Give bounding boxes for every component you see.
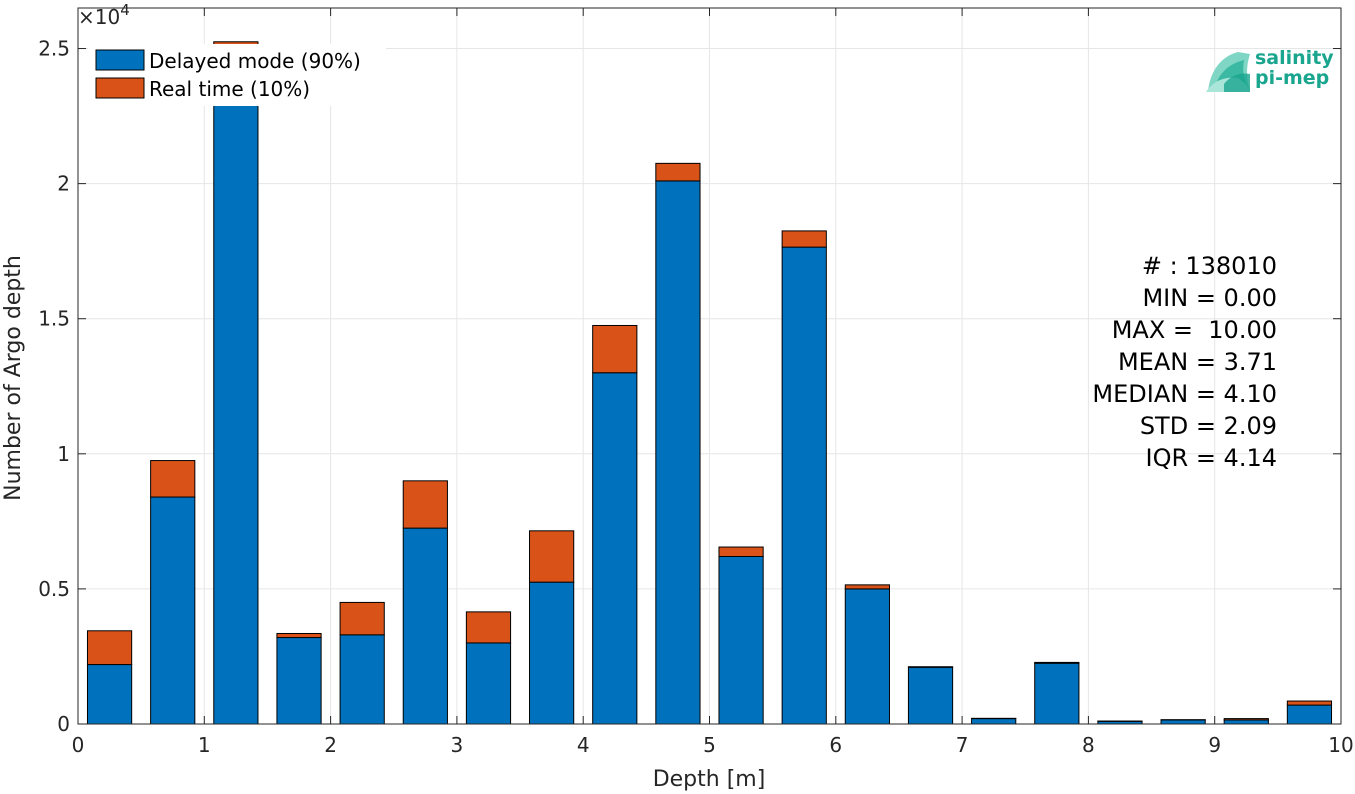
stat-std: STD = 2.09 — [1140, 412, 1277, 440]
bar-delayed-mode — [1160, 719, 1206, 725]
stat-median: MEDIAN = 4.10 — [1092, 380, 1277, 408]
bar-real-time — [465, 611, 512, 644]
logo-line1: salinity — [1255, 47, 1334, 69]
x-tick-label: 4 — [577, 733, 590, 757]
bar-delayed-mode — [150, 496, 196, 725]
bar-delayed-mode — [339, 634, 385, 725]
y-exponent-label: ×104 — [78, 1, 130, 29]
legend-label-delayed: Delayed mode (90%) — [149, 49, 361, 73]
bar-delayed-mode — [1034, 662, 1080, 725]
legend: Delayed mode (90%) Real time (10%) — [88, 44, 386, 106]
bar-real-time — [339, 601, 385, 636]
y-tick-label: 0 — [57, 712, 70, 736]
tick-labels: 0 1 2 3 4 5 6 7 8 9 10 0 0.5 1 1.5 2 2.5 — [38, 37, 1354, 757]
y-tick-label: 2.5 — [38, 37, 70, 61]
bar-delayed-mode — [1223, 719, 1269, 725]
bar-delayed-mode — [718, 555, 764, 725]
x-tick-label: 9 — [1208, 733, 1221, 757]
x-tick-label: 8 — [1082, 733, 1095, 757]
x-tick-label: 1 — [198, 733, 211, 757]
x-tick-label: 7 — [956, 733, 969, 757]
bar-delayed-mode — [971, 718, 1017, 725]
bar-delayed-mode — [465, 642, 512, 725]
bar-delayed-mode — [86, 664, 133, 725]
logo-wave-icon — [1206, 52, 1250, 92]
x-tick-label: 3 — [451, 733, 464, 757]
x-tick-label: 0 — [72, 733, 85, 757]
bar-real-time — [907, 666, 954, 668]
bar-real-time — [1223, 718, 1269, 721]
bar-real-time — [276, 632, 322, 639]
bar-delayed-mode — [592, 372, 638, 725]
stat-count: # : 138010 — [1142, 252, 1277, 280]
bar-real-time — [150, 460, 196, 498]
x-tick-label: 2 — [324, 733, 337, 757]
logo-line2: pi-mep — [1255, 67, 1329, 89]
bar-delayed-mode — [907, 666, 954, 725]
x-tick-label: 5 — [703, 733, 716, 757]
bar-real-time — [592, 324, 638, 374]
stat-min: MIN = 0.00 — [1142, 284, 1277, 312]
bar-real-time — [86, 630, 133, 666]
bar-real-time — [781, 230, 827, 248]
bar-delayed-mode — [781, 246, 827, 725]
y-tick-label: 2 — [57, 172, 70, 196]
y-tick-label: 0.5 — [38, 577, 70, 601]
bar-delayed-mode — [402, 527, 448, 725]
stat-iqr: IQR = 4.14 — [1146, 444, 1277, 472]
bar-real-time — [529, 530, 575, 583]
x-tick-label: 6 — [829, 733, 842, 757]
bar-delayed-mode — [1286, 704, 1333, 725]
bar-real-time — [844, 584, 890, 590]
y-tick-label: 1.5 — [38, 307, 70, 331]
bar-real-time — [402, 480, 448, 529]
stat-mean: MEAN = 3.71 — [1118, 348, 1277, 376]
x-tick-label: 10 — [1328, 733, 1353, 757]
bar-delayed-mode — [529, 581, 575, 725]
ticks — [77, 8, 1342, 725]
bar-real-time — [655, 162, 701, 182]
bar-delayed-mode — [655, 180, 701, 725]
bar-delayed-mode — [276, 637, 322, 725]
stats-box: # : 138010 MIN = 0.00 MAX = 10.00 MEAN =… — [1092, 252, 1277, 472]
bar-real-time — [1034, 661, 1080, 664]
legend-swatch-delayed — [95, 49, 145, 71]
y-tick-label: 1 — [57, 442, 70, 466]
stat-max: MAX = 10.00 — [1112, 316, 1277, 344]
bar-real-time — [718, 546, 764, 557]
y-axis-label: Number of Argo depth — [1, 255, 26, 501]
bar-delayed-mode — [844, 588, 890, 725]
legend-label-realtime: Real time (10%) — [149, 77, 310, 101]
bar-real-time — [1286, 700, 1333, 706]
bar-delayed-mode — [213, 89, 259, 725]
salinity-pi-mep-logo: salinity pi-mep — [1206, 47, 1334, 92]
legend-swatch-realtime — [95, 77, 145, 99]
x-axis-label: Depth [m] — [653, 767, 766, 792]
